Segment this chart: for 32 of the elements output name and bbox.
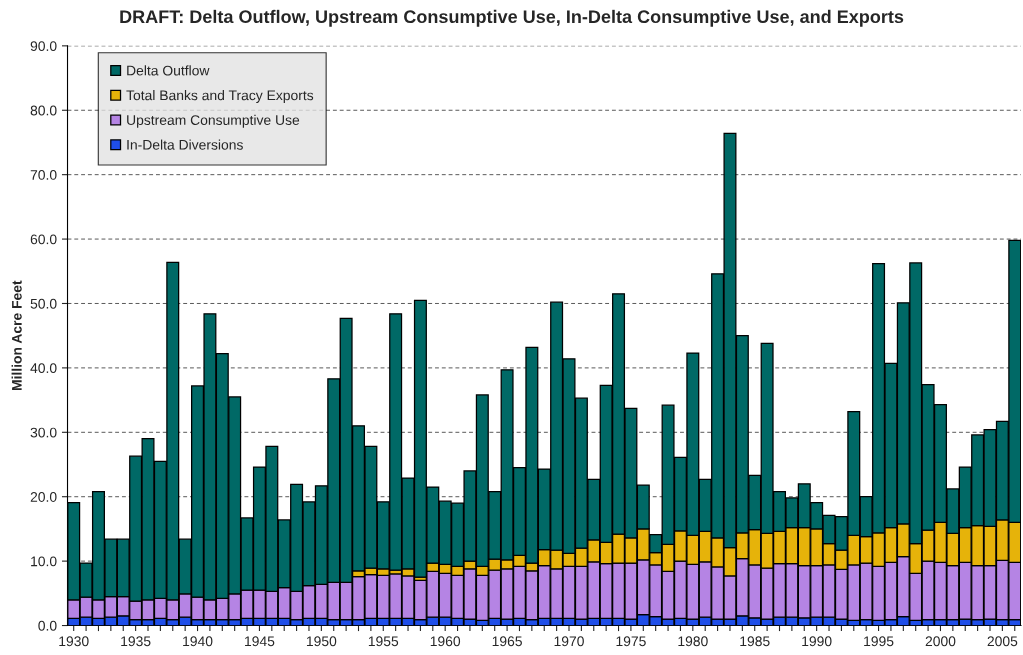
x-tick-label: 1970: [554, 636, 584, 647]
x-tick-label: 1940: [183, 636, 213, 647]
legend-label: In-Delta Diversions: [127, 139, 243, 150]
x-tick-label: 1930: [59, 636, 89, 647]
y-tick-label: 20.0: [30, 492, 57, 502]
x-tick-label: 1990: [802, 636, 832, 647]
y-tick-label: 10.0: [31, 556, 57, 567]
x-tick-label: 1975: [616, 636, 646, 647]
y-axis-title: Million Acre Feet: [11, 280, 22, 391]
y-tick-label: 50.0: [30, 298, 57, 309]
chart-title: DRAFT: Delta Outflow, Upstream Consumptive Use, In-Delta Consumptive Use, and Exports: [120, 9, 904, 27]
legend-label: Delta Outflow: [127, 65, 210, 76]
y-tick-label: 40.0: [30, 363, 57, 374]
y-tick-label: 80.0: [30, 105, 57, 116]
legend-label: Total Banks and Tracy Exports: [126, 90, 314, 103]
x-tick-label: 1950: [306, 636, 337, 647]
x-tick-label: 2005: [987, 636, 1018, 647]
x-tick-label: 1965: [492, 636, 522, 647]
x-tick-label: 1960: [430, 636, 461, 647]
x-tick-label: 1935: [121, 636, 151, 647]
y-tick-label: 60.0: [30, 234, 57, 245]
x-tick-label: 1985: [740, 636, 770, 647]
x-tick-label: 1980: [678, 636, 708, 647]
y-tick-label: 0.0: [38, 620, 57, 631]
y-tick-label: 30.0: [30, 427, 57, 438]
x-tick-label: 1955: [368, 636, 399, 647]
y-tick-label: 70.0: [30, 170, 57, 180]
legend-label: Upstream Consumptive Use: [127, 114, 300, 128]
y-tick-label: 90.0: [30, 41, 57, 52]
x-tick-label: 2000: [925, 636, 956, 647]
x-tick-label: 1995: [864, 636, 894, 647]
x-tick-label: 1945: [245, 636, 275, 647]
